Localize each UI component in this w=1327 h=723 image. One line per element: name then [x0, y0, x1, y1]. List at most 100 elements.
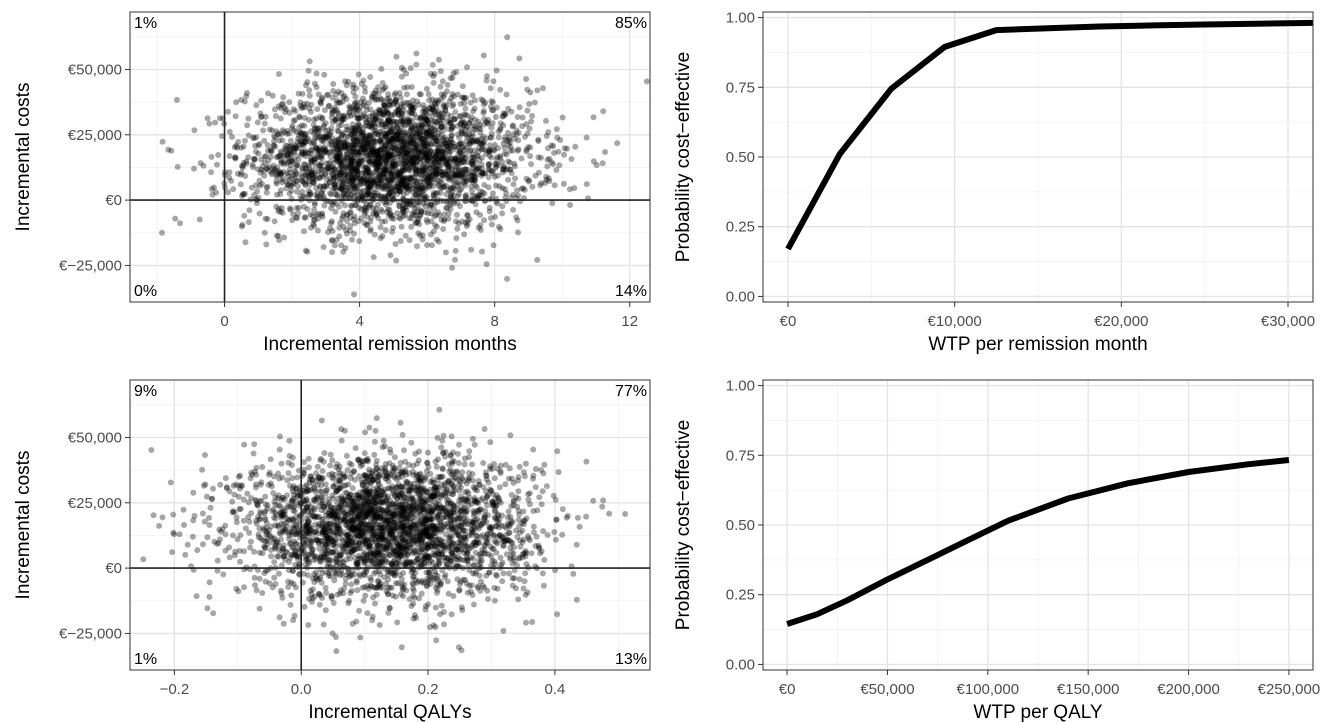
scatter-point [382, 120, 389, 127]
scatter-point [386, 199, 393, 206]
scatter-point [416, 129, 423, 136]
scatter-point [359, 132, 366, 139]
scatter-point [315, 210, 322, 217]
scatter-point [527, 144, 534, 151]
scatter-point [419, 171, 426, 177]
plot-background [130, 12, 650, 302]
scatter-point [351, 107, 358, 114]
scatter-point [219, 133, 225, 140]
scatter-point [522, 570, 529, 577]
scatter-point [537, 182, 544, 189]
scatter-point [350, 137, 357, 143]
scatter-point [432, 222, 439, 229]
scatter-point [405, 151, 412, 157]
scatter-point [388, 175, 395, 182]
scatter-point [472, 182, 479, 189]
scatter-point [347, 112, 354, 119]
scatter-point [313, 192, 320, 199]
scatter-point [308, 171, 315, 178]
scatter-point [450, 143, 457, 150]
scatter-point [502, 111, 509, 118]
scatter-point [296, 113, 303, 120]
scatter-point [428, 140, 435, 147]
scatter-point [527, 89, 534, 96]
scatter-point [299, 173, 306, 180]
scatter-point [433, 463, 440, 470]
scatter-point [287, 205, 293, 212]
scatter-point [294, 139, 301, 145]
scatter-point [276, 446, 283, 453]
scatter-point [414, 153, 420, 160]
scatter-point [457, 150, 464, 157]
scatter-point [258, 113, 265, 120]
scatter-point [411, 111, 418, 118]
scatter-point [282, 146, 289, 153]
scatter-point [356, 179, 363, 186]
scatter-point [364, 168, 371, 175]
scatter-point [301, 122, 308, 129]
scatter-point [447, 136, 454, 143]
scatter-point [333, 200, 339, 207]
scatter-point [396, 187, 403, 194]
scatter-point [380, 122, 387, 129]
scatter-point [483, 261, 490, 268]
scatter-point [302, 214, 309, 221]
scatter-point [359, 192, 366, 199]
scatter-point [306, 105, 313, 112]
scatter-point [382, 148, 389, 155]
scatter-point [348, 159, 355, 166]
scatter-point [217, 481, 224, 488]
scatter-point [264, 142, 271, 149]
scatter-point [502, 134, 509, 141]
scatter-point [408, 215, 415, 222]
scatter-point [355, 126, 362, 133]
scatter-point [344, 168, 351, 175]
scatter-point [387, 188, 394, 195]
scatter-point [381, 109, 388, 116]
y-axis-title: Incremental costs [13, 83, 34, 232]
scatter-point [292, 144, 299, 151]
scatter-point [285, 155, 292, 162]
scatter-point [354, 146, 361, 153]
scatter-point [487, 168, 494, 175]
scatter-point [270, 162, 277, 169]
scatter-point [373, 95, 380, 102]
scatter-point [450, 140, 457, 147]
scatter-point [392, 161, 399, 168]
scatter-point [318, 189, 325, 196]
scatter-point [275, 153, 282, 160]
scatter-point [372, 427, 379, 434]
scatter-point [418, 149, 425, 156]
scatter-point [412, 146, 419, 153]
scatter-point [381, 130, 388, 137]
scatter-point [283, 185, 290, 192]
scatter-point [246, 207, 253, 214]
scatter-point [368, 136, 375, 142]
scatter-point [465, 502, 472, 509]
scatter-point [431, 121, 438, 128]
scatter-point [458, 119, 465, 126]
scatter-point [508, 170, 515, 176]
scatter-point [424, 143, 431, 150]
scatter-point [428, 201, 435, 208]
scatter-point [349, 121, 356, 128]
scatter-point [312, 170, 318, 176]
scatter-point [434, 170, 440, 177]
scatter-point [416, 193, 423, 200]
scatter-point [381, 150, 388, 157]
scatter-point [263, 165, 270, 172]
scatter-point [422, 184, 429, 191]
scatter-point [394, 172, 401, 179]
scatter-point [500, 110, 507, 117]
scatter-point [400, 167, 406, 174]
scatter-point [383, 160, 390, 167]
scatter-point [430, 160, 437, 167]
scatter-point [367, 182, 374, 189]
scatter-point [294, 152, 301, 159]
scatter-point [244, 122, 251, 129]
scatter-point [420, 139, 427, 146]
scatter-point [407, 143, 414, 150]
scatter-point [422, 203, 429, 210]
scatter-point [456, 441, 463, 448]
scatter-point [399, 130, 406, 137]
